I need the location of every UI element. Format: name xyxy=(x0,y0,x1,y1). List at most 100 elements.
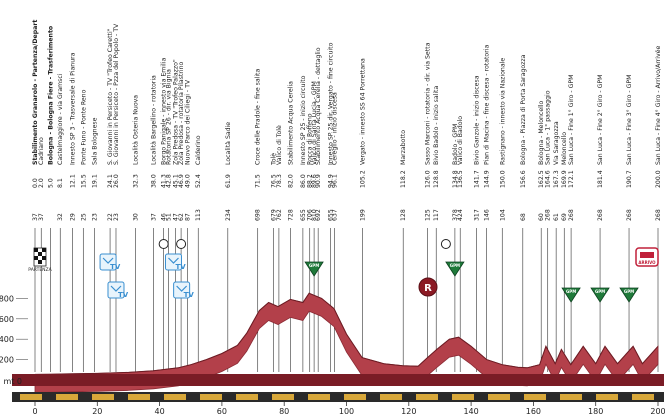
station-10: 38.0 37 Località Bargellino - rotatoria xyxy=(149,75,157,221)
station-altitude: 69 xyxy=(561,213,568,221)
road-dash xyxy=(308,394,330,400)
station-altitude: 199 xyxy=(360,209,367,221)
checkpoint-circle-icon xyxy=(440,239,451,249)
station-11: 41.3 46 Borgo Panigale - innesto via Emili… xyxy=(161,58,168,221)
station-km: 150.0 xyxy=(499,170,506,188)
station-name: Cereglio - inizio discesa xyxy=(331,92,338,165)
station-30: 126.0 125 Sasso Marconi - rotatoria - dir.… xyxy=(424,42,431,221)
station-altitude: 655 xyxy=(328,209,335,221)
gpm-label: GPM xyxy=(595,289,605,294)
finish-flag-icon: ARRIVO xyxy=(635,247,659,267)
station-km: 38.0 xyxy=(150,174,157,188)
station-name: Meloncello xyxy=(561,132,568,165)
finish-label: ARRIVO xyxy=(638,260,656,265)
gpm-icon-3: GPM xyxy=(590,287,610,303)
station-altitude: 268 xyxy=(568,209,575,221)
station-18: 71.5 698 Croce delle Pradole - fine salita xyxy=(255,69,262,221)
station-altitude: 113 xyxy=(195,209,202,221)
x-tick-label: 0 xyxy=(32,407,37,415)
station-km: 86.0 xyxy=(300,174,307,188)
x-tick-label: 80 xyxy=(279,407,289,415)
x-tick-label: 20 xyxy=(92,407,102,415)
station-km: 26.0 xyxy=(113,174,120,188)
station-name: Sasso Marconi - rotatoria - dir. via Set… xyxy=(424,42,431,165)
station-km: 15.5 xyxy=(80,174,87,188)
station-altitude: 637 xyxy=(331,209,338,221)
station-km: 78.3 xyxy=(276,174,283,188)
station-45: 200.0 268 San Luca - Fine 4° Giro - Arrivo… xyxy=(654,46,662,221)
station-5: 15.5 25 Ponte Funo - Ponte Reno xyxy=(80,89,87,221)
station-name: Valico di Badolo xyxy=(457,116,464,165)
station-name: Località Sadie xyxy=(224,122,232,165)
station-km: 76.5 xyxy=(270,174,277,188)
x-axis: 0 20 40 60 80 100 120 140 160 180 200 xyxy=(32,402,665,415)
station-km: 19.1 xyxy=(91,174,98,188)
station-name: San Luca - 1° passaggio xyxy=(544,90,552,165)
station-13: 45.1 47 Zola Predosa - TV "Trofeo Palazzo" xyxy=(172,59,179,221)
tv-label: TV xyxy=(175,263,186,271)
station-altitude: 234 xyxy=(225,209,232,221)
station-name: Innesto SP 3 - Trasversale di Pianura xyxy=(70,52,77,165)
station-26: 94.9 655 Innesto SP 25 dir. Vergato - fine… xyxy=(328,42,335,221)
station-km: 2.0 xyxy=(38,178,45,188)
station-altitude: 37 xyxy=(32,213,39,221)
station-6: 19.1 23 Sala Bolognese xyxy=(91,117,98,221)
road-dash xyxy=(92,394,114,400)
station-km: 181.4 xyxy=(597,170,604,188)
station-km: 126.0 xyxy=(424,170,431,188)
station-altitude: 23 xyxy=(113,213,120,221)
station-37: 156.6 68 Bologna - Piazza di Porta Saragoz… xyxy=(520,54,527,221)
station-altitude: 25 xyxy=(80,213,87,221)
station-altitude: 762 xyxy=(276,209,283,221)
station-name: Castelmaggiore - via Gramsci xyxy=(57,73,64,165)
station-41: 169.9 69 Meloncello xyxy=(561,132,568,221)
y-tick-label: 400 xyxy=(0,335,14,344)
station-name: Marzabotto xyxy=(400,130,407,165)
station-altitude: 104 xyxy=(499,209,506,221)
station-km: 5.0 xyxy=(48,178,55,188)
station-altitude: 268 xyxy=(597,209,604,221)
station-altitude: 47 xyxy=(172,213,179,221)
road-dash xyxy=(128,394,150,400)
gpm-label: GPM xyxy=(309,263,319,268)
station-altitude: 117 xyxy=(433,209,440,221)
station-name: Tolè xyxy=(269,153,277,166)
station-40: 167.3 61 Via Saragozza xyxy=(553,121,560,221)
station-name: Zola Predosa - TV "Trofeo Palazzo" xyxy=(172,59,179,165)
station-name: Valico di Santa Lucia - GPM xyxy=(311,81,318,165)
station-name: Stabilimento Acqua Cerelia - dettaglio xyxy=(315,47,322,165)
station-35: 144.9 146 Pian di Macina - fine discesa - … xyxy=(483,45,490,221)
road-dash xyxy=(524,394,546,400)
station-name: Ponte Funo - Ponte Reno xyxy=(80,89,87,165)
gpm-label: GPM xyxy=(566,289,576,294)
station-name: Zola Predosa - rotatoria Pilastrino xyxy=(178,61,185,165)
station-20: 78.3 762 Valico di Tolè xyxy=(275,125,283,221)
y-tick-label: 200 xyxy=(0,356,14,365)
station-altitude: 728 xyxy=(287,209,294,221)
refuel-label: R xyxy=(424,283,432,294)
station-name: Bivio Badolo - inizio salita xyxy=(433,86,440,165)
y-tick-label: 600 xyxy=(0,315,14,324)
station-name: Rocca di Roffeno xyxy=(307,113,314,165)
station-name: Nuovo Parco dei Ciliegi - TV xyxy=(185,79,192,165)
station-name: Cadriano xyxy=(38,137,45,165)
station-km: 162.5 xyxy=(538,170,545,188)
station-km: 167.3 xyxy=(553,170,560,188)
y-axis: mt 0 200 400 600 800 xyxy=(0,294,28,386)
station-0: 5.0 Bologna - Bologna Fiere - Trasferimen… xyxy=(48,26,55,188)
station-24: 89.6 810 Valico di Santa Lucia - GPM xyxy=(311,81,318,221)
road-dash xyxy=(488,394,510,400)
station-km: 49.0 xyxy=(185,174,192,188)
station-km: 141.7 xyxy=(473,170,480,188)
station-altitude: 146 xyxy=(483,209,490,221)
x-tick-label: 160 xyxy=(526,407,541,415)
station-25: 90.9 692 Stabilimento Acqua Cerelia - dett… xyxy=(315,47,322,221)
station-altitude: 23 xyxy=(91,213,98,221)
station-name: Innesto SP 25 - inizio circuito xyxy=(300,75,307,165)
station-km: 172.1 xyxy=(568,170,575,188)
x-tick-label: 120 xyxy=(401,407,416,415)
station-altitude: 268 xyxy=(626,209,633,221)
station-altitude: 706 xyxy=(307,209,314,221)
station-name: Stabilimento Granarolo - Partenza/Depart xyxy=(32,20,39,165)
